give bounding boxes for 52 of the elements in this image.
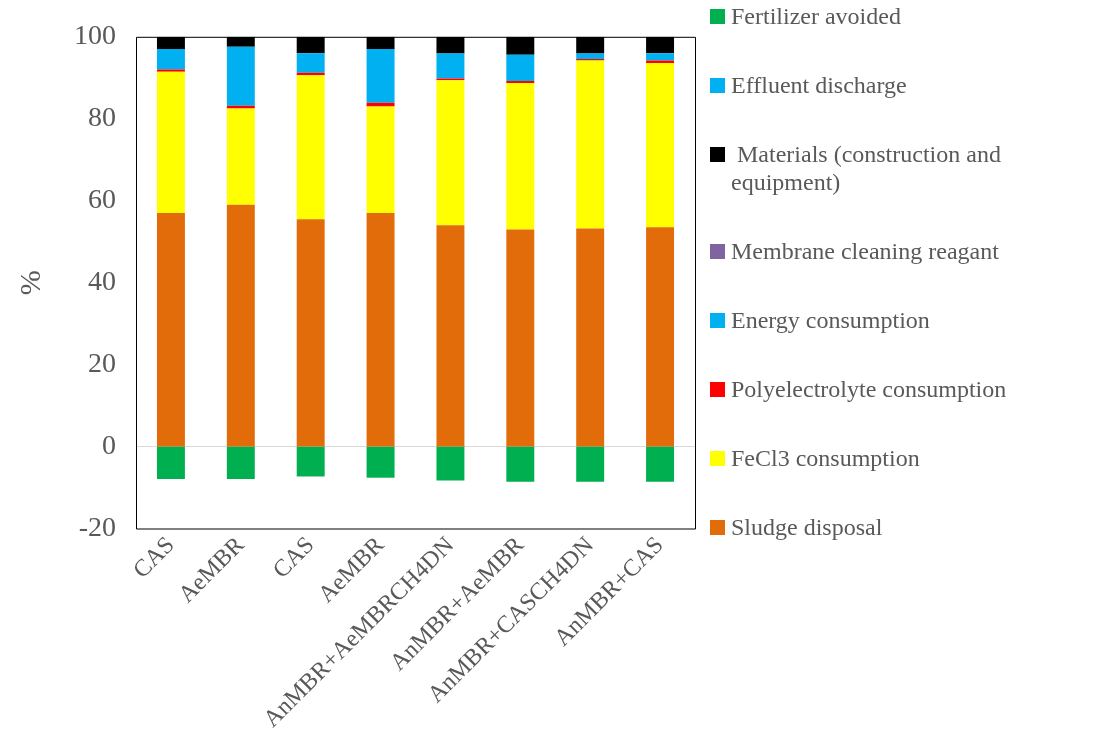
y-tick-label: -20: [78, 510, 116, 542]
bar: [506, 54, 535, 82]
bar: [296, 75, 325, 220]
bar: [506, 446, 535, 482]
x-tick-label: CAS: [127, 531, 179, 583]
bar: [436, 80, 465, 226]
y-tick-label: 60: [88, 183, 116, 215]
y-tick-label: 100: [74, 19, 116, 51]
y-tick-label: 40: [88, 265, 116, 297]
y-tick-label: 80: [88, 101, 116, 133]
bar: [366, 213, 395, 447]
y-tick-label: 0: [102, 428, 116, 460]
bar: [646, 53, 675, 61]
bar: [226, 204, 255, 447]
bar: [226, 108, 255, 205]
bar: [506, 229, 535, 447]
bar: [296, 219, 325, 447]
legend-label: FeCl3 consumption: [731, 444, 920, 472]
bar: [436, 53, 465, 79]
bar: [156, 71, 185, 213]
bar: [576, 446, 605, 482]
bar: [576, 228, 605, 447]
legend-label: Polyelectrolyte consumption: [731, 375, 1007, 403]
bar: [226, 105, 255, 109]
bar: [226, 446, 255, 479]
bar: [156, 69, 185, 72]
legend-label: Fertilizer avoided: [731, 2, 901, 30]
bar: [646, 227, 675, 447]
bar: [506, 83, 535, 230]
legend-label: Materials (construction and equipment): [731, 140, 1002, 196]
legend-label: Sludge disposal: [731, 513, 883, 541]
bar: [296, 53, 325, 73]
bar: [646, 63, 675, 228]
legend-label: Energy consumption: [731, 306, 930, 334]
bar: [576, 53, 605, 59]
bar: [506, 81, 535, 84]
bar: [156, 446, 185, 479]
bar: [366, 446, 395, 478]
bar: [436, 225, 465, 447]
legend-label: Membrane cleaning reagant: [731, 237, 999, 265]
bar: [366, 106, 395, 213]
y-tick-label: 20: [88, 346, 116, 378]
bar: [366, 49, 395, 103]
bar: [226, 46, 255, 106]
bar: [296, 446, 325, 477]
bar: [156, 213, 185, 447]
bar: [576, 60, 605, 229]
y-axis-title: %: [12, 270, 46, 296]
legend-label: Effluent discharge: [731, 71, 907, 99]
bar: [646, 446, 675, 482]
bar: [156, 49, 185, 70]
bar: [436, 446, 465, 481]
